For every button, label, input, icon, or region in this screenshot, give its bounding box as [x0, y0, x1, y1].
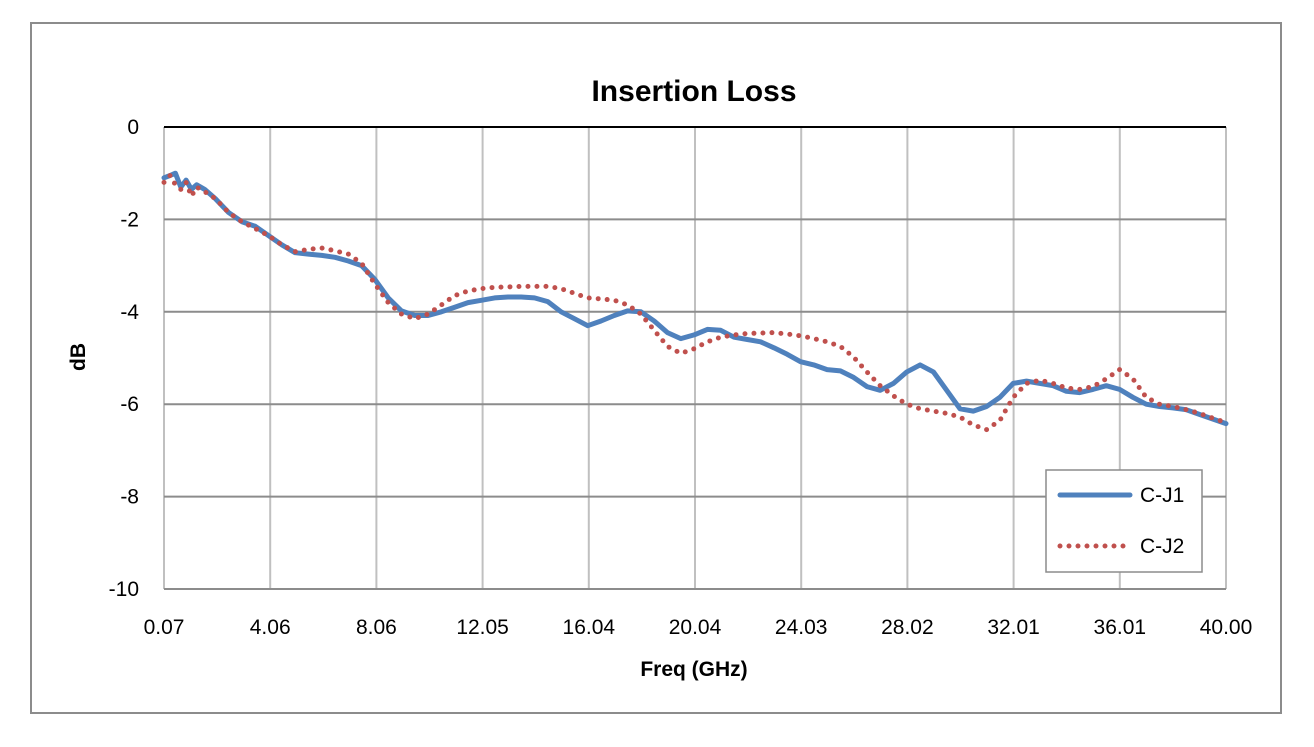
x-axis-label: Freq (GHz) — [640, 658, 747, 681]
legend: C-J1 C-J2 — [1045, 469, 1203, 573]
y-tick-label: -8 — [120, 486, 139, 509]
x-tick-label: 28.02 — [881, 616, 934, 639]
x-tick-label: 24.03 — [775, 616, 828, 639]
x-tick-label: 20.04 — [669, 616, 722, 639]
x-tick-label: 0.07 — [144, 616, 185, 639]
x-tick-label: 16.04 — [563, 616, 616, 639]
chart-frame — [30, 22, 1282, 714]
legend-label-c-j2: C-J2 — [1140, 535, 1184, 558]
x-tick-label: 12.05 — [456, 616, 509, 639]
x-tick-label: 8.06 — [356, 616, 397, 639]
series-line-c-j2 — [161, 173, 1229, 433]
x-tick-labels: 0.07 4.06 8.06 12.05 16.04 20.04 24.03 28.02 32.… — [144, 616, 1253, 639]
legend-label-c-j1: C-J1 — [1140, 484, 1184, 507]
y-tick-label: -4 — [120, 301, 139, 324]
chart-title: Insertion Loss — [591, 75, 796, 108]
series-lines — [161, 170, 1229, 433]
y-axis-label: dB — [67, 343, 90, 371]
x-tick-label: 32.01 — [987, 616, 1040, 639]
y-tick-label: -6 — [120, 393, 139, 416]
y-tick-label: -10 — [109, 578, 139, 601]
x-tick-label: 40.00 — [1200, 616, 1253, 639]
x-tick-label: 36.01 — [1094, 616, 1147, 639]
y-tick-labels: 0 -2 -4 -6 -8 -10 — [109, 116, 140, 601]
y-tick-label: -2 — [120, 208, 139, 231]
legend-box — [1045, 469, 1203, 573]
x-tick-label: 4.06 — [250, 616, 291, 639]
gridlines — [163, 126, 1227, 590]
y-tick-label: 0 — [127, 116, 139, 139]
